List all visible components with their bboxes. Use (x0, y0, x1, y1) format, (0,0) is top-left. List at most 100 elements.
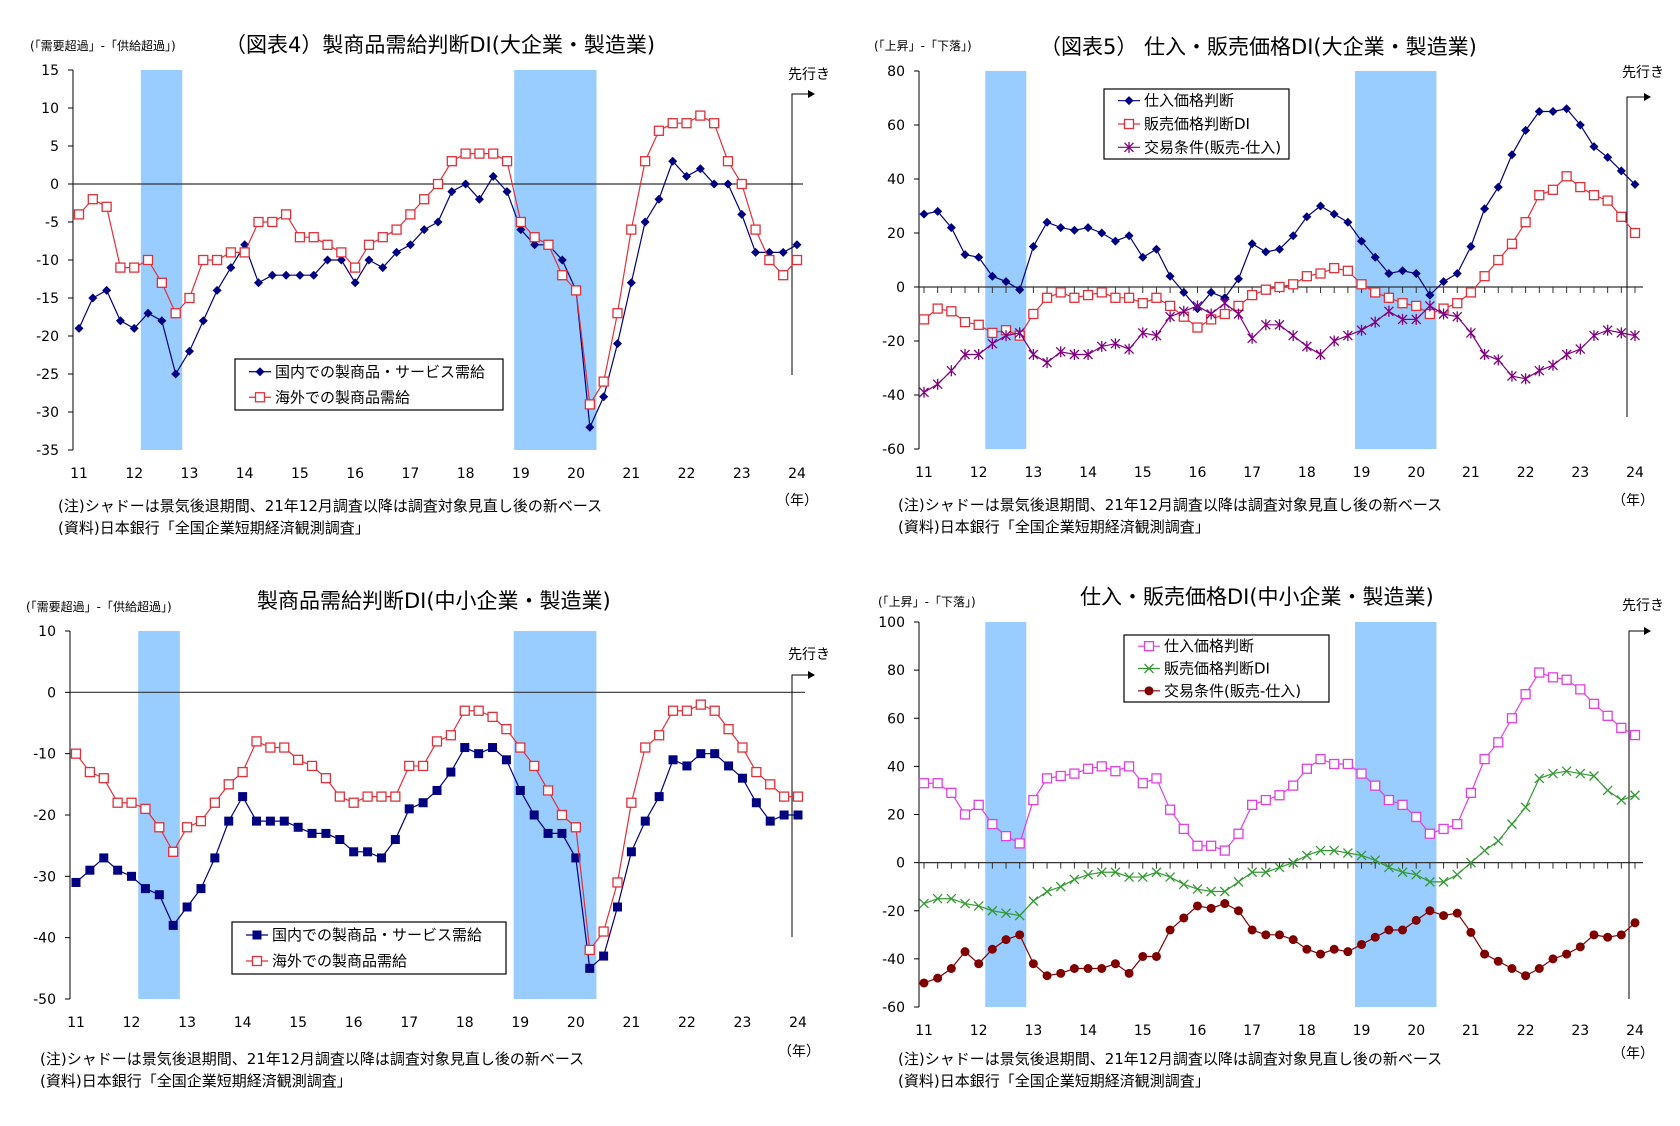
chart-title: （図表4）製商品需給判断DI(大企業・製造業) (225, 33, 655, 57)
data-point (1178, 823, 1189, 835)
data-point (1466, 927, 1476, 937)
data-point (1137, 327, 1148, 339)
data-point (1329, 209, 1339, 219)
data-point (461, 179, 471, 189)
data-point (279, 742, 290, 753)
data-point (1548, 768, 1558, 779)
data-point (1123, 292, 1135, 303)
data-point (640, 217, 650, 227)
data-point (1629, 729, 1641, 741)
data-point (1247, 332, 1258, 344)
data-point (1439, 277, 1449, 287)
data-point (987, 944, 997, 954)
data-point (1370, 287, 1381, 298)
data-point (1411, 269, 1421, 278)
x-tick-label: 16 (345, 1015, 363, 1031)
forecast-label: 先行き (788, 67, 830, 83)
data-point (515, 742, 526, 753)
data-point (1042, 886, 1053, 897)
data-point (584, 399, 596, 410)
y-tick-label: -60 (882, 1000, 905, 1016)
data-point (1383, 794, 1395, 806)
data-point (1520, 802, 1531, 813)
data-point (488, 171, 498, 181)
data-point (1534, 773, 1545, 784)
x-tick-label: 20 (567, 1015, 585, 1031)
data-point (933, 206, 943, 216)
data-point (1398, 266, 1408, 276)
data-point (723, 179, 733, 189)
y-tick-label: -20 (882, 334, 905, 350)
data-point (1602, 710, 1613, 721)
data-point (737, 209, 747, 219)
data-point (1124, 968, 1134, 978)
data-point (640, 816, 650, 826)
x-tick-label: 15 (289, 1015, 307, 1031)
data-point (973, 319, 984, 330)
data-point (933, 973, 943, 983)
data-point (1042, 357, 1053, 369)
chart-large-prices: (「上昇」-「下落」) （図表5） 仕入・販売価格DI(大企業・製造業) -60… (874, 35, 1664, 536)
data-point (973, 349, 984, 360)
data-point (1465, 787, 1477, 798)
legend-marker-icon (1144, 663, 1154, 674)
data-point (598, 926, 609, 937)
data-point (309, 270, 319, 280)
data-point (1041, 773, 1053, 784)
data-point (626, 224, 637, 235)
forecast-divider-line (1626, 96, 1646, 417)
data-point (1424, 876, 1435, 887)
data-point (1137, 298, 1148, 309)
data-point (1015, 285, 1025, 295)
data-point (1561, 674, 1572, 685)
data-point (1083, 869, 1094, 880)
data-point (267, 270, 277, 280)
data-point (1014, 327, 1025, 339)
data-point (1138, 252, 1148, 262)
data-point (1357, 939, 1367, 949)
legend-marker-icon (1124, 96, 1134, 106)
data-point (1465, 327, 1476, 339)
data-point (1602, 324, 1613, 336)
data-point (1493, 956, 1503, 966)
y-axis-unit-label: (「上昇」-「下落」) (878, 595, 976, 609)
recession-shading (985, 71, 1027, 449)
data-point (1370, 780, 1381, 791)
data-point (932, 778, 943, 789)
data-point (973, 799, 984, 811)
series-2 (919, 297, 1640, 398)
data-point (1630, 179, 1640, 189)
data-point (281, 270, 291, 280)
data-point (1603, 932, 1613, 942)
data-point (1179, 287, 1189, 297)
data-point (1383, 862, 1394, 873)
data-point (946, 964, 956, 973)
chart-large-supply-demand: (「需要超過」-「供給超過」) （図表4）製商品需給判断DI(大企業・製造業) … (30, 33, 830, 537)
data-point (557, 828, 567, 838)
data-point (612, 308, 623, 319)
data-point (1110, 236, 1120, 246)
data-point (1411, 869, 1422, 880)
data-point (987, 327, 998, 339)
data-point (1247, 867, 1258, 878)
x-tick-label: 12 (125, 466, 143, 482)
data-point (239, 247, 250, 258)
data-point (654, 194, 664, 204)
data-point (626, 847, 636, 857)
data-point (1452, 908, 1462, 918)
data-point (1028, 959, 1038, 969)
data-point (791, 254, 803, 266)
data-point (1616, 211, 1627, 222)
data-point (932, 378, 943, 390)
data-point (1165, 271, 1175, 281)
data-point (792, 240, 802, 250)
data-point (1534, 667, 1545, 678)
data-point (1219, 845, 1230, 856)
data-point (987, 818, 998, 830)
data-point (1056, 968, 1066, 978)
x-axis-unit-label: （年） (1612, 1046, 1654, 1062)
legend-label: 仕入価格判断 (1144, 92, 1234, 110)
x-tick-label: 24 (788, 466, 806, 482)
